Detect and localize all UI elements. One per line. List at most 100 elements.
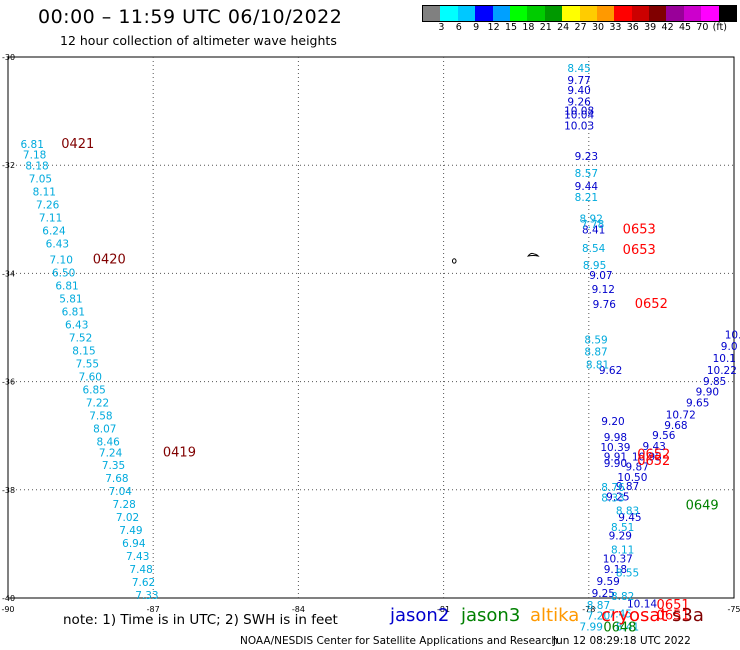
- wave-height-value: 10.95: [632, 452, 662, 464]
- wave-height-value: 10.39: [600, 442, 630, 454]
- wave-height-value: 6.85: [82, 385, 105, 397]
- pass-number-label: 0652: [637, 447, 670, 462]
- lon-tick-label: -90: [1, 605, 14, 614]
- colorbar-swatch: [631, 6, 650, 21]
- wave-height-value: 8.21: [575, 192, 598, 204]
- wave-height-value: 8.41: [616, 621, 639, 633]
- wave-height-value: 9.29: [609, 531, 632, 543]
- wave-height-value: 6.81: [21, 139, 44, 151]
- credit-line: NOAA/NESDIS Center for Satellite Applica…: [240, 635, 558, 647]
- lat-tick-label: -30: [2, 53, 15, 62]
- wave-height-value: 7.58: [89, 410, 112, 422]
- colorbar-label: 39: [644, 22, 657, 33]
- wave-height-value: 8.11: [33, 186, 56, 198]
- wave-height-value: 9.07: [589, 270, 612, 282]
- wave-height-value: 6.81: [62, 307, 85, 319]
- pass-number-label: 0420: [93, 253, 126, 268]
- colorbar-label: 36: [626, 22, 639, 33]
- colorbar-swatch: [423, 6, 441, 21]
- colorbar-label: 21: [539, 22, 552, 33]
- wave-height-value: 9.65: [686, 397, 709, 409]
- colorbar-swatch: [440, 6, 458, 21]
- wave-height-value: 10.04: [564, 110, 594, 122]
- colorbar-swatch: [596, 6, 615, 21]
- wave-height-value: 7.99: [580, 621, 603, 633]
- island-shape: [451, 258, 457, 264]
- map-subtitle: 12 hour collection of altimeter wave hei…: [60, 33, 337, 48]
- wave-height-value: 8.33: [601, 493, 624, 505]
- pass-number-label: 0651: [657, 598, 690, 613]
- colorbar-label: 18: [522, 22, 535, 33]
- wave-height-value: 7.33: [135, 590, 158, 602]
- wave-height-value: 9.43: [642, 441, 665, 453]
- wave-height-value: 8.07: [93, 423, 116, 435]
- wave-height-value: 7.22: [86, 397, 109, 409]
- wave-height-value: 6.24: [42, 225, 66, 237]
- wave-height-value: 7.20: [587, 611, 610, 623]
- colorbar-swatch: [492, 6, 510, 21]
- pass-number-label: 0649: [686, 498, 719, 513]
- wave-height-value: 7.62: [132, 577, 155, 589]
- wave-height-value: 10.08: [564, 105, 594, 117]
- colorbar-label: 27: [574, 22, 587, 33]
- pass-number-label: 0648: [603, 621, 636, 636]
- generated-timestamp: Jun 12 08:29:18 UTC 2022: [553, 635, 691, 647]
- wave-height-value: 7.35: [102, 460, 125, 472]
- colorbar-swatch: [649, 6, 667, 21]
- colorbar-swatch: [718, 6, 737, 21]
- colorbar-swatch: [562, 6, 580, 21]
- lon-tick-label: -75: [727, 605, 740, 614]
- colorbar-swatch: [475, 6, 493, 21]
- wave-height-value: 6.94: [122, 538, 146, 550]
- pass-number-label: 0652: [637, 454, 670, 469]
- colorbar-swatch: [683, 6, 702, 21]
- colorbar-label: 3: [438, 22, 445, 33]
- wave-height-value: 9.87: [626, 461, 649, 473]
- wave-height-value: 7.18: [23, 150, 46, 162]
- wave-height-value: 9.26: [567, 97, 591, 109]
- wave-height-colorbar: [422, 5, 738, 22]
- wave-height-value: 8.55: [616, 567, 639, 579]
- wave-height-value: 7.78: [581, 219, 604, 231]
- wave-height-value: 9.85: [703, 376, 726, 388]
- wave-height-value: 7.24: [99, 447, 123, 459]
- lon-tick-label: -78: [582, 605, 595, 614]
- island-shape: [526, 252, 540, 257]
- wave-height-value: 9.45: [618, 512, 641, 524]
- wave-height-value: 7.55: [76, 359, 99, 371]
- wave-height-value: 9.90: [696, 387, 719, 399]
- wave-height-value: 8.51: [611, 522, 634, 534]
- wave-height-value: 9.56: [652, 430, 676, 442]
- wave-height-value: 7.11: [39, 212, 62, 224]
- colorbar-label: 24: [557, 22, 570, 33]
- wave-height-value: 9.62: [599, 365, 622, 377]
- wave-height-value: 10.50: [617, 472, 647, 484]
- wave-height-value: 9.44: [575, 181, 599, 193]
- colorbar-label: 30: [591, 22, 605, 33]
- map-frame: [7, 56, 735, 599]
- wave-height-value: 7.52: [69, 333, 92, 345]
- wave-height-value: 9.18: [604, 564, 627, 576]
- wave-height-value: 10.72: [666, 409, 696, 421]
- colorbar-label: 12: [487, 22, 500, 33]
- colorbar-swatch: [701, 6, 719, 21]
- wave-height-value: 9.77: [567, 75, 590, 87]
- wave-height-value: 10.22: [707, 365, 737, 377]
- lat-tick-label: -34: [2, 269, 15, 278]
- wave-height-value: 8.83: [616, 506, 639, 518]
- pass-number-label: 0653: [623, 222, 656, 237]
- legend-altika: altika: [530, 605, 580, 626]
- wave-height-value: 9.91: [604, 452, 627, 464]
- colorbar-swatch: [579, 6, 597, 21]
- pass-number-label: 0652: [635, 297, 668, 312]
- lat-tick-label: -32: [2, 161, 15, 170]
- colorbar-swatch: [509, 6, 528, 21]
- colorbar-swatch: [457, 6, 476, 21]
- colorbar-label: 45: [678, 22, 692, 33]
- legend-jason2: jason2: [390, 605, 450, 626]
- wave-height-value: 9.68: [664, 420, 687, 432]
- wave-height-value: 8.15: [72, 346, 95, 358]
- wave-height-value: 9.87: [616, 481, 639, 493]
- pass-number-label: 0653: [623, 243, 656, 258]
- wave-height-value: 9.25: [606, 492, 629, 504]
